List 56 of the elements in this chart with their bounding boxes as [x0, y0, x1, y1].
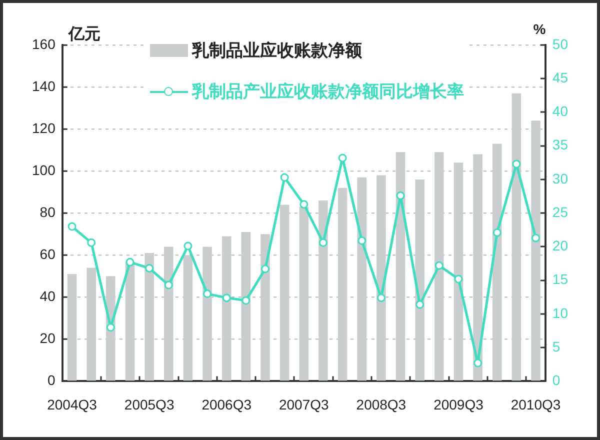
point: [512, 160, 521, 168]
point: [358, 236, 366, 245]
x-tick-label: 2006Q3: [202, 396, 252, 412]
point: [145, 264, 154, 272]
x-tick-label: 2005Q3: [124, 396, 174, 412]
point: [203, 290, 212, 298]
point: [300, 200, 308, 209]
y2-tick-label: 45: [552, 69, 568, 86]
x-tick-label: 2004Q3: [47, 396, 98, 412]
point: [87, 238, 96, 247]
legend-label: 乳制品业应收账款净额: [192, 40, 362, 62]
point: [454, 274, 463, 284]
y2-tick-label: 40: [552, 103, 568, 120]
y2-axis-title: %: [533, 20, 546, 37]
y-axis-title: 亿元: [67, 24, 100, 44]
point: [184, 242, 192, 250]
point: [416, 300, 424, 309]
point: [261, 264, 270, 274]
y2-tick-label: 0: [552, 372, 560, 388]
x-tick-label: 2008Q3: [356, 396, 406, 412]
y-tick-label: 40: [40, 288, 56, 304]
y-tick-label: 20: [40, 330, 56, 346]
legend-label: 乳制品产业应收账款净额同比增长率: [192, 81, 464, 103]
y-tick-label: 80: [40, 204, 56, 220]
x-tick-label: 2007Q3: [278, 396, 330, 412]
point: [396, 191, 405, 200]
point: [68, 222, 76, 231]
y2-tick-label: 10: [552, 304, 568, 321]
y-tick-label: 120: [32, 120, 56, 136]
point: [318, 238, 328, 247]
point: [474, 358, 482, 368]
point: [376, 294, 386, 302]
point: [434, 261, 444, 270]
point: [242, 296, 250, 305]
y-tick-label: 160: [32, 36, 56, 52]
point: [280, 173, 289, 182]
y-tick-label: 100: [32, 162, 56, 178]
y2-tick-label: 5: [552, 338, 560, 354]
point: [492, 228, 502, 237]
y2-tick-label: 50: [552, 36, 568, 52]
y2-tick-label: 20: [552, 238, 568, 254]
x-tick-label: 2009Q3: [434, 396, 484, 412]
y-tick-label: 140: [32, 78, 56, 94]
y2-tick-label: 30: [552, 170, 568, 186]
point: [164, 280, 173, 290]
point: [126, 258, 134, 266]
x-tick-label: 2010Q3: [510, 396, 561, 412]
y2-tick-label: 25: [552, 204, 568, 220]
point: [338, 154, 347, 162]
point: [532, 234, 540, 242]
y2-tick-label: 35: [552, 136, 568, 153]
y-tick-label: 60: [40, 246, 56, 262]
point: [106, 323, 115, 332]
y2-tick-label: 15: [552, 271, 568, 288]
y-tick-label: 0: [48, 372, 56, 388]
point: [222, 294, 231, 302]
